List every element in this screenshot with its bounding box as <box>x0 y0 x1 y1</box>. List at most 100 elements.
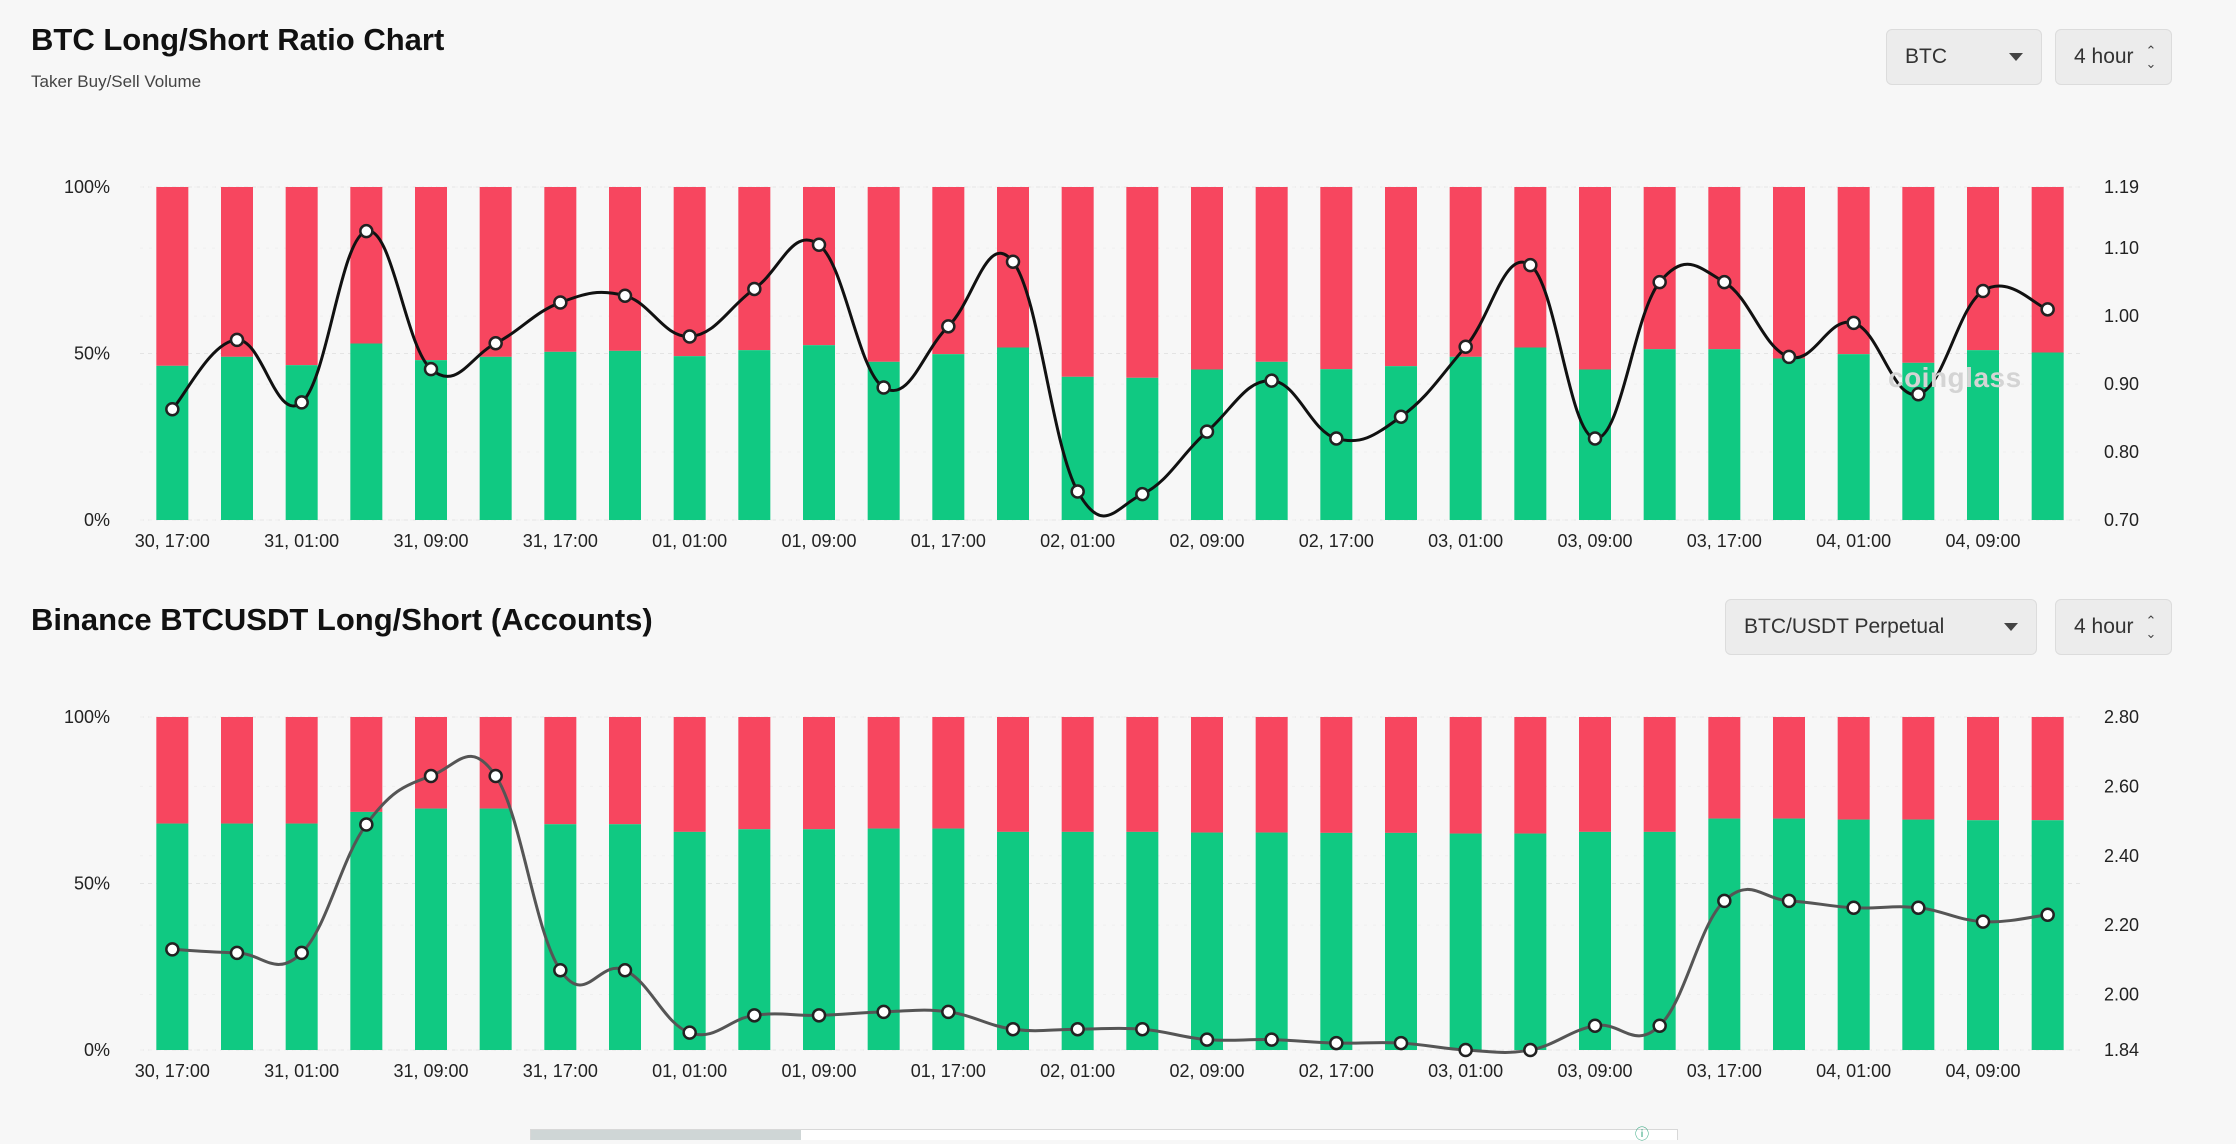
chart-1-ratio-point <box>1975 283 1991 299</box>
chart-1-ratio-point <box>1199 424 1215 439</box>
chart-1-ratio-point <box>294 395 309 410</box>
chart-2-right-tick-label: 2.40 <box>2104 846 2139 866</box>
chart-2-long-bar <box>1191 832 1223 1050</box>
chart-1-ratio-point <box>359 223 374 239</box>
chart-2-x-tick-label: 31, 01:00 <box>264 1061 339 1081</box>
chart-2-short-bar <box>1255 717 1288 833</box>
chart-2-short-bar <box>609 717 641 825</box>
chart-1-short-bar <box>221 187 253 357</box>
coin-select-value: BTC <box>1905 45 1947 68</box>
chart-1-long-bar <box>156 365 189 520</box>
chart-2-x-tick-label: 01, 01:00 <box>652 1061 727 1081</box>
coin-select[interactable]: BTC <box>1886 29 2042 85</box>
chart-1-short-bar <box>1902 187 1935 363</box>
chart-1-long-bar <box>285 365 318 520</box>
chart-2-x-tick-label: 04, 01:00 <box>1816 1061 1891 1081</box>
chart-1-long-bar <box>609 350 641 520</box>
chart-2-long-bar <box>221 823 253 1050</box>
interval-select-1-value: 4 hour <box>2074 45 2134 68</box>
chart-2-long-bar <box>609 824 641 1050</box>
interval-select-1[interactable]: 4 hour ⌃ ⌄ <box>2055 29 2172 85</box>
chart-1-ratio-point <box>488 336 503 351</box>
chart-2-x-tick-label: 03, 01:00 <box>1428 1061 1503 1081</box>
chart-2-short-bar <box>1837 717 1870 820</box>
chart-2-long-bar <box>2031 820 2064 1050</box>
chart-2-ratio-point <box>941 1004 956 1020</box>
chart-2-long-bar <box>1449 833 1482 1050</box>
chart-1-short-bar <box>1773 187 1805 359</box>
chart-2-long-bar <box>1902 819 1935 1050</box>
chart-2-short-bar <box>803 717 835 830</box>
chart-1-x-tick-label: 31, 01:00 <box>264 531 339 551</box>
chart-2-right-tick-label: 2.80 <box>2104 707 2139 727</box>
chart-2-long-bar <box>1320 832 1353 1050</box>
chart-2-ratio-point <box>1975 914 1991 929</box>
chart-2-short-bar <box>673 717 706 832</box>
chart-1-short-bar <box>867 187 900 362</box>
chart-2-ratio-point <box>2040 907 2055 922</box>
interval-select-2[interactable]: 4 hour ⌃ ⌄ <box>2055 599 2172 655</box>
chart-1-right-tick-label: 1.00 <box>2104 306 2139 326</box>
chart-2-long-bar <box>350 811 383 1050</box>
chart-2-long-bar <box>1837 819 1870 1050</box>
chart-2-ratio-point <box>1329 1035 1344 1051</box>
chart-1-long-bar <box>803 345 835 520</box>
pair-select-value: BTC/USDT Perpetual <box>1744 615 1945 638</box>
chart-1-short-bar <box>156 187 189 366</box>
chart-1-right-tick-label: 0.80 <box>2104 442 2139 462</box>
chart-2-long-bar <box>1255 832 1288 1050</box>
chart-2-x-tick-label: 31, 09:00 <box>393 1061 468 1081</box>
chart-2-left-tick-label: 0% <box>84 1040 110 1060</box>
chart-2-ratio-point <box>423 768 439 784</box>
chevron-down-icon <box>2009 53 2023 61</box>
ad-banner[interactable]: ⓘ <box>530 1126 1678 1142</box>
chart-1-x-tick-label: 03, 09:00 <box>1557 531 1632 551</box>
chart-2-ratio-point <box>811 1008 827 1023</box>
chart-1-ratio-point <box>1846 315 1861 331</box>
chart-1-right-tick-label: 1.19 <box>2104 177 2139 197</box>
chart-1-ratio-point <box>617 288 633 303</box>
chart-1-long-bar <box>1385 366 1417 520</box>
chart-1-left-tick-label: 100% <box>64 177 110 197</box>
pair-select[interactable]: BTC/USDT Perpetual <box>1725 599 2037 655</box>
chart-1-x-tick-label: 02, 01:00 <box>1040 531 1115 551</box>
chart-1-short-bar <box>544 187 577 352</box>
chart-2-plot: 0% 50% 100% 1.84 2.00 2.20 2.40 2.60 2.80 30, 17:… <box>64 707 2139 1081</box>
chart-1-ratio-point <box>423 361 439 377</box>
chart-2-ratio-point <box>1005 1021 1021 1037</box>
chart-2-ratio-point <box>1393 1035 1409 1051</box>
chart-1-long-bar <box>350 343 383 520</box>
chart-2-ratio-point <box>1458 1042 1473 1058</box>
chart-1-short-bar <box>1320 187 1353 370</box>
chevron-down-icon <box>2004 623 2018 631</box>
chart-1-ratio-point <box>1135 486 1150 502</box>
chart-2-ratio-point <box>1264 1032 1279 1047</box>
chart-1-long-bar <box>1191 369 1223 520</box>
chart-1-x-tick-label: 30, 17:00 <box>135 531 210 551</box>
chart-1-subtitle: Taker Buy/Sell Volume <box>31 72 202 91</box>
chart-2-ratio-point <box>553 962 568 978</box>
chart-1-ratio-point <box>1587 431 1603 446</box>
chart-1-ratio-point <box>682 329 697 344</box>
chart-1-ratio-point <box>229 332 245 348</box>
chart-1-right-tick-label: 0.90 <box>2104 374 2139 394</box>
chart-1-ratio-point <box>811 237 827 253</box>
chart-2-short-bar <box>350 717 383 812</box>
chart-1-short-bar <box>285 187 318 366</box>
chart-1-short-bar <box>1385 187 1417 367</box>
chart-1-short-bar <box>479 187 512 357</box>
chart-2-x-tick-label: 03, 17:00 <box>1687 1061 1762 1081</box>
chart-2-short-bar <box>1126 717 1159 832</box>
chart-1-long-bar <box>2031 352 2064 520</box>
chart-1-ratio-point <box>1911 387 1926 402</box>
chart-1-ratio-point <box>1458 339 1473 354</box>
chart-2-x-tick-label: 31, 17:00 <box>523 1061 598 1081</box>
chart-1-short-bar <box>1708 187 1741 350</box>
chart-2-x-tick-label: 01, 09:00 <box>781 1061 856 1081</box>
ad-info-icon[interactable]: ⓘ <box>1635 1126 1649 1142</box>
chart-2-ratio-point <box>617 962 633 978</box>
chart-2-short-bar <box>285 717 318 824</box>
chart-2-long-bar <box>1579 831 1611 1050</box>
chart-1-long-bar <box>1967 350 1999 520</box>
chart-2-x-tick-label: 03, 09:00 <box>1557 1061 1632 1081</box>
